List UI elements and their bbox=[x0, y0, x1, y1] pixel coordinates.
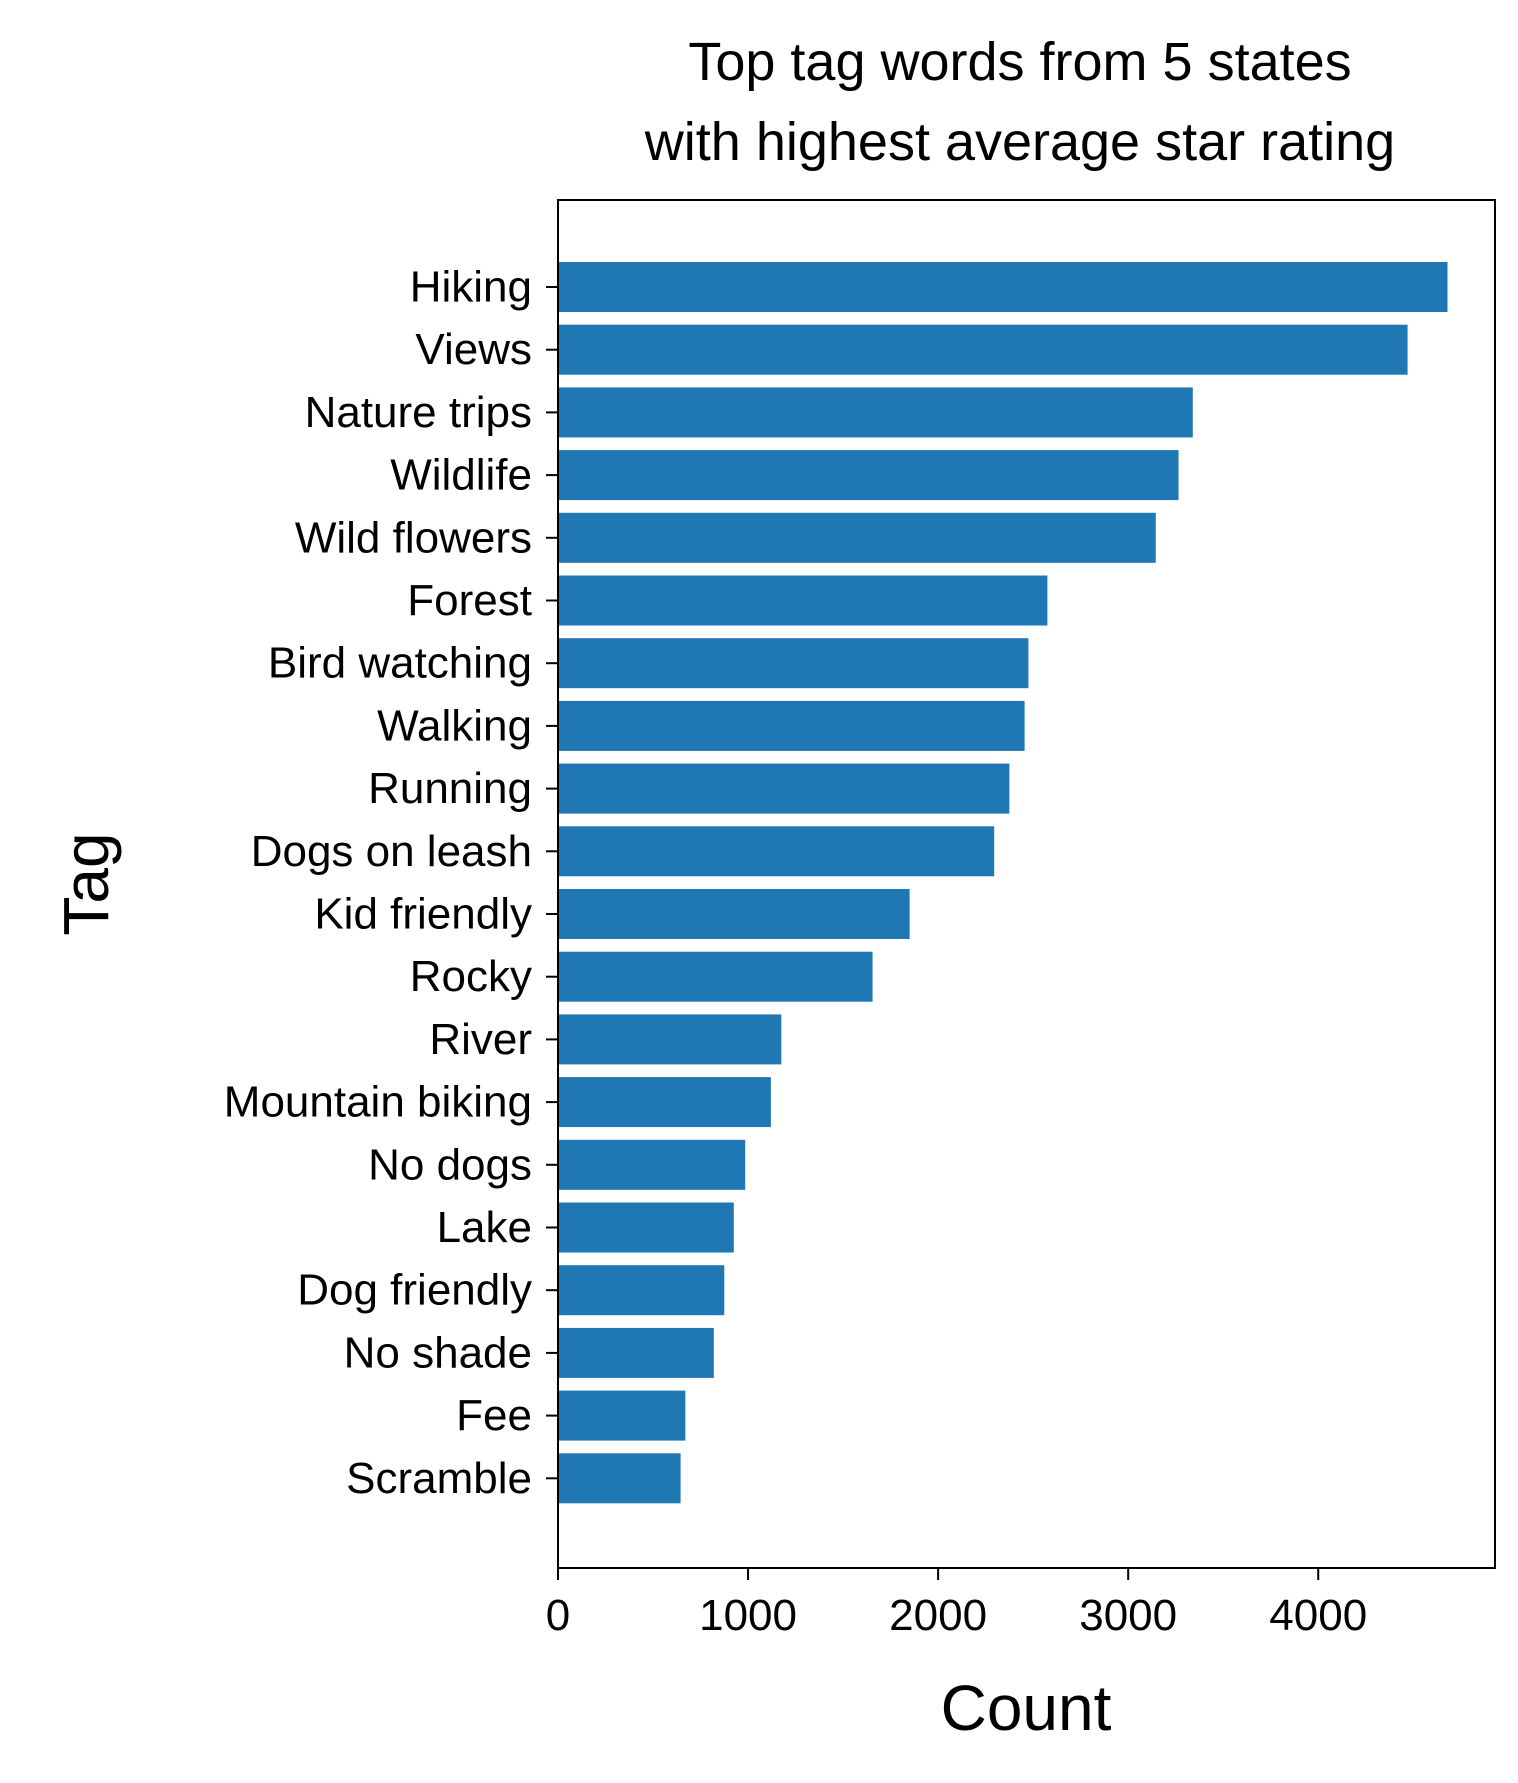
bar-river bbox=[558, 1014, 782, 1065]
y-tick-label: Mountain biking bbox=[224, 1078, 532, 1127]
y-tick-label: Bird watching bbox=[268, 639, 532, 688]
y-tick-label: Fee bbox=[456, 1391, 532, 1440]
y-tick-label: Views bbox=[415, 325, 532, 374]
bar-walking bbox=[558, 700, 1025, 751]
chart-title: Top tag words from 5 states with highest… bbox=[644, 32, 1395, 172]
chart-title-line-2: with highest average star rating bbox=[644, 112, 1395, 172]
x-tick-label: 3000 bbox=[1079, 1591, 1177, 1640]
y-tick-label: Scramble bbox=[346, 1454, 532, 1503]
y-tick-label: Wild flowers bbox=[295, 513, 532, 562]
bar-wildlife bbox=[558, 450, 1179, 501]
y-axis-ticks: Hiking Views Nature trips Wildlife Wild flow… bbox=[224, 263, 558, 1503]
bar-dogs-on-leash bbox=[558, 826, 995, 877]
x-axis-ticks: 0 1000 2000 3000 4000 bbox=[546, 1568, 1367, 1640]
bar-rocky bbox=[558, 951, 873, 1002]
bar-forest bbox=[558, 575, 1048, 626]
y-tick-label: Nature trips bbox=[305, 388, 532, 437]
bar-lake bbox=[558, 1202, 734, 1253]
chart-title-line-1: Top tag words from 5 states bbox=[688, 32, 1351, 92]
bar-fee bbox=[558, 1390, 686, 1441]
y-tick-label: Rocky bbox=[410, 952, 532, 1001]
bar-mountain-biking bbox=[558, 1077, 771, 1128]
bar-nature-trips bbox=[558, 387, 1193, 438]
x-tick-label: 2000 bbox=[889, 1591, 987, 1640]
bar-no-shade bbox=[558, 1327, 714, 1378]
y-tick-label: Walking bbox=[377, 701, 532, 750]
x-tick-label: 0 bbox=[546, 1591, 570, 1640]
bar-running bbox=[558, 763, 1010, 814]
bar-hiking bbox=[558, 262, 1448, 312]
bar-no-dogs bbox=[558, 1139, 746, 1190]
y-tick-label: Dog friendly bbox=[297, 1266, 532, 1315]
y-tick-label: Wildlife bbox=[390, 451, 532, 500]
y-tick-label: Forest bbox=[407, 576, 532, 625]
bar-views bbox=[558, 324, 1408, 375]
plot-frame bbox=[557, 199, 1496, 1569]
bar-dog-friendly bbox=[558, 1265, 725, 1316]
y-tick-label: Dogs on leash bbox=[251, 827, 532, 876]
x-tick-label: 1000 bbox=[699, 1591, 797, 1640]
bars bbox=[558, 262, 1448, 1504]
x-axis-label: Count bbox=[941, 1672, 1112, 1744]
y-tick-label: Kid friendly bbox=[314, 890, 532, 939]
y-tick-label: Hiking bbox=[410, 263, 532, 312]
x-tick-label: 4000 bbox=[1269, 1591, 1367, 1640]
y-tick-label: No dogs bbox=[368, 1140, 532, 1189]
y-tick-label: River bbox=[429, 1015, 532, 1064]
bar-kid-friendly bbox=[558, 889, 910, 939]
bar-bird-watching bbox=[558, 638, 1029, 689]
y-tick-label: Lake bbox=[437, 1203, 532, 1252]
y-tick-label: No shade bbox=[344, 1328, 532, 1377]
y-axis-label: Tag bbox=[50, 832, 122, 935]
bar-wild-flowers bbox=[558, 512, 1156, 563]
y-tick-label: Running bbox=[368, 764, 532, 813]
bar-scramble bbox=[558, 1453, 681, 1504]
